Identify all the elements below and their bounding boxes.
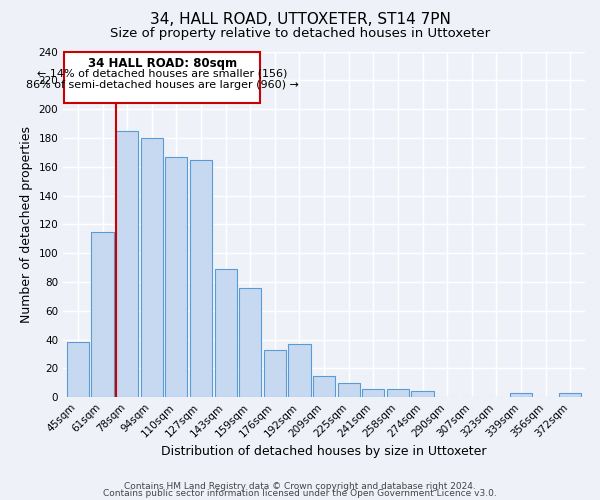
Bar [190, 160, 212, 397]
Bar [166, 156, 187, 397]
Text: 86% of semi-detached houses are larger (960) →: 86% of semi-detached houses are larger (… [26, 80, 299, 90]
Bar [338, 383, 360, 397]
Bar [313, 376, 335, 397]
Y-axis label: Number of detached properties: Number of detached properties [20, 126, 33, 323]
Bar [264, 350, 286, 397]
X-axis label: Distribution of detached houses by size in Uttoxeter: Distribution of detached houses by size … [161, 444, 487, 458]
Text: Size of property relative to detached houses in Uttoxeter: Size of property relative to detached ho… [110, 28, 490, 40]
Bar [215, 269, 236, 397]
Bar [140, 138, 163, 397]
Text: 34 HALL ROAD: 80sqm: 34 HALL ROAD: 80sqm [88, 58, 237, 70]
Bar [289, 344, 311, 397]
Bar [67, 342, 89, 397]
Bar [412, 392, 434, 397]
Text: ← 14% of detached houses are smaller (156): ← 14% of detached houses are smaller (15… [37, 69, 287, 79]
Bar [239, 288, 262, 397]
Bar [387, 388, 409, 397]
Bar [559, 393, 581, 397]
Text: Contains HM Land Registry data © Crown copyright and database right 2024.: Contains HM Land Registry data © Crown c… [124, 482, 476, 491]
Bar [510, 393, 532, 397]
Text: Contains public sector information licensed under the Open Government Licence v3: Contains public sector information licen… [103, 489, 497, 498]
Bar [362, 388, 385, 397]
FancyBboxPatch shape [64, 52, 260, 104]
Bar [116, 130, 138, 397]
Text: 34, HALL ROAD, UTTOXETER, ST14 7PN: 34, HALL ROAD, UTTOXETER, ST14 7PN [149, 12, 451, 28]
Bar [91, 232, 113, 397]
